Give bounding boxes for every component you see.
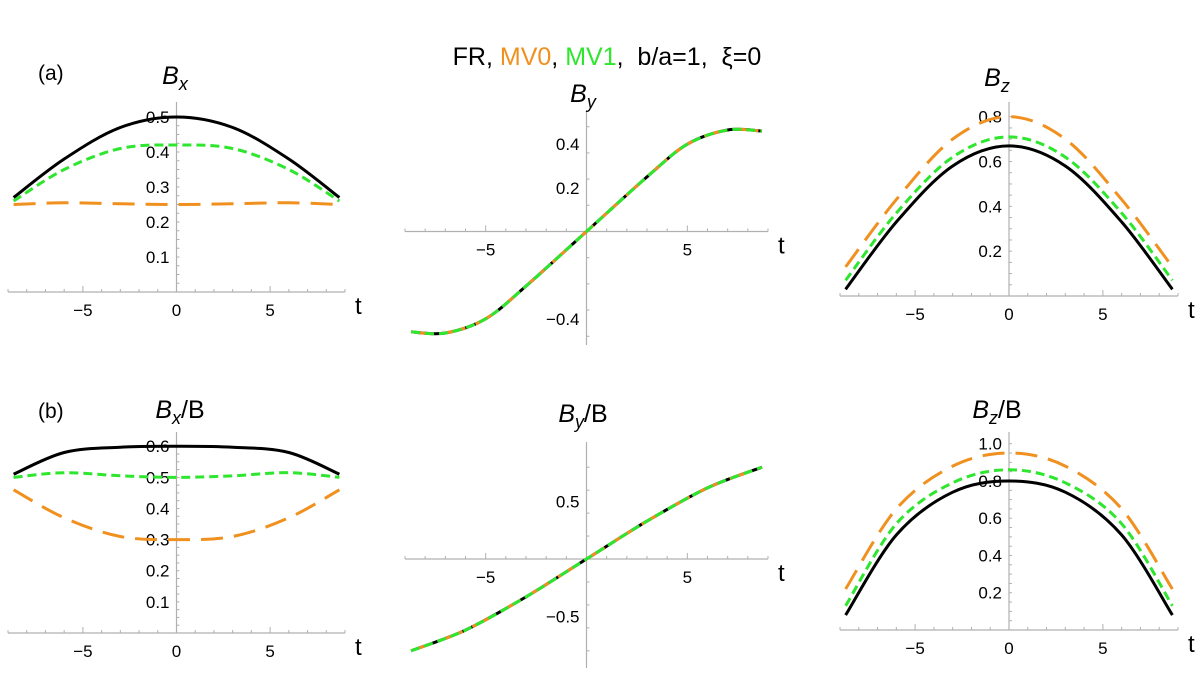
y-tick-label: 0.2 xyxy=(146,562,170,581)
series-line-fr xyxy=(12,115,341,199)
y-tick-label: 0.2 xyxy=(146,213,170,232)
title-part-fr: FR, xyxy=(452,43,500,71)
y-tick-label: 0.2 xyxy=(978,584,1002,603)
x-tick-label: 0 xyxy=(1004,639,1013,658)
y-tick-label: 0.1 xyxy=(146,248,170,267)
panel-title-sub: x xyxy=(171,408,182,428)
panel-title-main: B xyxy=(972,396,989,424)
y-tick-label: 0.2 xyxy=(978,242,1002,261)
panel-title-suffix: /B xyxy=(181,396,205,424)
x-tick-label: 5 xyxy=(265,642,274,661)
x-tick-label: 5 xyxy=(1098,639,1107,658)
y-tick-label: 0.1 xyxy=(146,593,170,612)
x-tick-label: 5 xyxy=(683,568,692,587)
y-tick-label: 0.5 xyxy=(556,493,580,512)
row-label: (a) xyxy=(38,62,64,85)
series-line-fr xyxy=(844,144,1174,291)
series-line-mv0 xyxy=(13,201,340,207)
panel-title-suffix: /B xyxy=(584,400,608,428)
x-tick-label: 5 xyxy=(1098,305,1107,324)
y-tick-label: 0.3 xyxy=(146,531,170,550)
panel-5: −5 5 −0.5 0.5 t By/B xyxy=(404,400,785,668)
x-tick-label: 0 xyxy=(1004,305,1013,324)
panel-title-main: B xyxy=(558,400,575,428)
panel-title-sub: y xyxy=(585,92,597,112)
x-tick-label: 0 xyxy=(172,301,181,320)
panel-title-sub: z xyxy=(1000,76,1010,96)
y-tick-label: 0.4 xyxy=(146,143,170,162)
x-tick-label: −5 xyxy=(905,639,924,658)
y-tick-label: 0.4 xyxy=(978,546,1002,565)
x-tick-label: −5 xyxy=(905,305,924,324)
panel-title-sub: x xyxy=(178,74,189,94)
x-axis-label: t xyxy=(778,560,785,587)
panel-title: Bz/B xyxy=(972,396,1021,428)
y-tick-label: 0.4 xyxy=(556,135,580,154)
series-line-fr xyxy=(12,444,341,476)
panel-title-sub: y xyxy=(573,412,585,432)
title-part-sep: , xyxy=(551,43,566,71)
figure-title: FR, MV0, MV1, b/a=1, ξ=0 xyxy=(0,14,1200,72)
panel-title-sub: z xyxy=(988,408,998,428)
series-line-fr xyxy=(844,479,1174,616)
panel-title: Bx xyxy=(162,62,189,94)
panel-title-main: B xyxy=(984,64,1001,92)
x-tick-label: −5 xyxy=(73,642,92,661)
x-tick-label: −5 xyxy=(476,241,495,260)
x-axis-label: t xyxy=(1188,297,1195,324)
y-tick-label: 1.0 xyxy=(978,435,1002,454)
x-tick-label: 5 xyxy=(683,241,692,260)
series-line-mv0 xyxy=(844,115,1174,268)
series-line-mv1 xyxy=(13,471,340,479)
series-line-mv0 xyxy=(12,488,341,542)
panel-title: Bz xyxy=(984,64,1010,96)
series-line-mv1 xyxy=(844,468,1174,607)
x-axis-label: t xyxy=(355,634,362,661)
series-line-mv1 xyxy=(12,143,341,203)
y-tick-label: 0.4 xyxy=(146,499,170,518)
y-tick-label: −0.4 xyxy=(546,310,580,329)
series-line-mv1 xyxy=(411,127,763,336)
panel-title-main: B xyxy=(155,396,172,424)
y-tick-label: 0.2 xyxy=(556,179,580,198)
x-tick-label: −5 xyxy=(73,301,92,320)
panel-title-main: B xyxy=(162,62,179,90)
x-axis-label: t xyxy=(355,293,362,320)
title-part-mv0: MV0 xyxy=(499,43,552,71)
title-part-params: , b/a=1, ξ=0 xyxy=(616,43,762,71)
y-tick-label: 0.3 xyxy=(146,178,170,197)
x-tick-label: 0 xyxy=(172,642,181,661)
x-axis-label: t xyxy=(1188,631,1195,658)
row-label: (b) xyxy=(38,400,64,423)
series-line-mv1 xyxy=(410,465,763,653)
panel-title: By xyxy=(570,80,597,112)
y-tick-label: −0.5 xyxy=(546,607,580,626)
x-tick-label: 5 xyxy=(265,301,274,320)
x-axis-label: t xyxy=(778,233,785,260)
panel-title: Bx/B xyxy=(155,396,204,428)
title-part-mv1: MV1 xyxy=(565,43,617,71)
y-tick-label: 0.6 xyxy=(978,153,1002,172)
x-tick-label: −5 xyxy=(476,568,495,587)
y-tick-label: 0.6 xyxy=(978,509,1002,528)
series-line-mv1 xyxy=(844,135,1174,282)
panel-title-suffix: /B xyxy=(998,396,1022,424)
y-tick-label: 0.4 xyxy=(978,197,1002,216)
panel-title: By/B xyxy=(558,400,607,432)
panel-title-main: B xyxy=(570,80,587,108)
panel-2: −5 5 −0.4 0.2 0.4 t By xyxy=(404,80,785,345)
